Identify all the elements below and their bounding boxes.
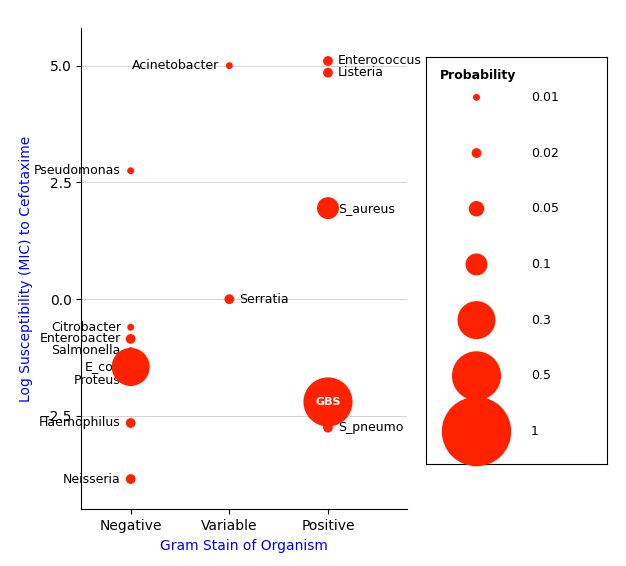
Text: 0.05: 0.05: [531, 202, 559, 215]
Point: [126, 335, 136, 344]
Point: [323, 423, 333, 432]
Text: 1: 1: [531, 425, 539, 438]
Text: Haemophilus: Haemophilus: [39, 417, 121, 430]
Point: [323, 57, 333, 66]
Point: [126, 362, 136, 371]
Point: [126, 474, 136, 483]
Point: [126, 418, 136, 427]
Point: [323, 397, 333, 406]
Text: Probability: Probability: [440, 69, 516, 82]
Y-axis label: Log Susceptibility (MIC) to Cefotaxime: Log Susceptibility (MIC) to Cefotaxime: [19, 136, 33, 402]
Text: Proteus: Proteus: [74, 375, 121, 388]
Point: [126, 346, 136, 355]
Point: [126, 166, 136, 175]
X-axis label: Gram Stain of Organism: Gram Stain of Organism: [160, 539, 328, 552]
Text: 0.5: 0.5: [531, 370, 551, 382]
Text: Neisseria: Neisseria: [63, 473, 121, 486]
Point: [126, 376, 136, 385]
Text: Enterobacter: Enterobacter: [39, 332, 121, 345]
Text: Salmonella: Salmonella: [51, 344, 121, 357]
Text: 0.3: 0.3: [531, 314, 551, 327]
Text: 0.02: 0.02: [531, 147, 559, 160]
Text: S_aureus: S_aureus: [338, 201, 395, 215]
Text: Pseudomonas: Pseudomonas: [34, 164, 121, 177]
Point: [224, 295, 234, 304]
Text: E_coli: E_coli: [85, 361, 121, 374]
Point: [126, 323, 136, 332]
Text: GBS: GBS: [316, 397, 341, 407]
Text: 0.1: 0.1: [531, 258, 551, 271]
Text: S_pneumo: S_pneumo: [338, 421, 403, 434]
Text: Acinetobacter: Acinetobacter: [132, 59, 220, 72]
Text: Enterococcus: Enterococcus: [338, 54, 422, 67]
Text: Listeria: Listeria: [338, 66, 384, 79]
Point: [323, 204, 333, 213]
Point: [224, 61, 234, 70]
Text: Citrobacter: Citrobacter: [51, 321, 121, 334]
Text: 0.01: 0.01: [531, 91, 559, 104]
Point: [323, 68, 333, 77]
Text: Serratia: Serratia: [239, 293, 289, 306]
